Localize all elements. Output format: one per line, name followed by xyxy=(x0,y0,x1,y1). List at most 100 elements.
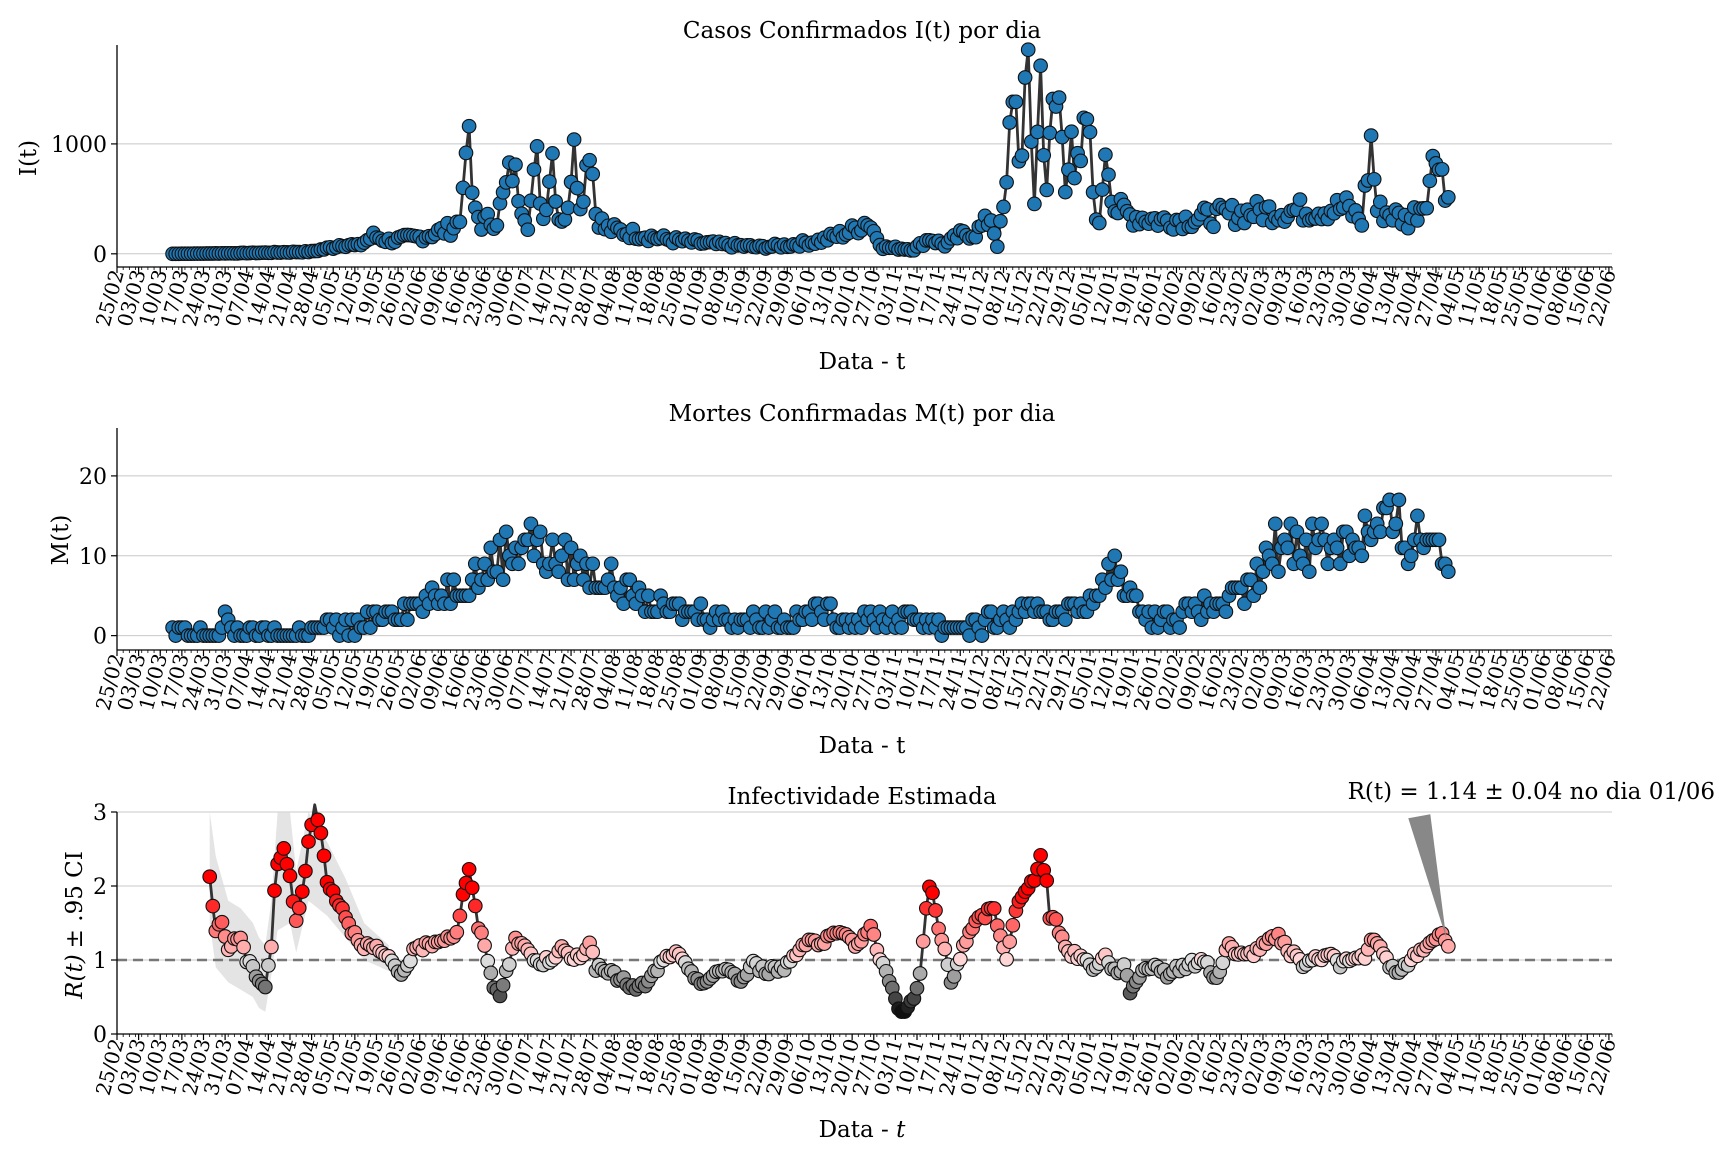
y-tick-label: 0 xyxy=(93,1023,107,1048)
y-tick-label: 2 xyxy=(93,875,107,900)
data-point xyxy=(1410,508,1425,524)
data-point xyxy=(362,620,378,635)
data-point xyxy=(474,925,489,941)
data-point xyxy=(467,898,483,914)
rt-x-axis: 25/0203/0310/0317/0324/0331/0307/0414/04… xyxy=(91,1033,1621,1098)
rt-annotation: R(t) = 1.14 ± 0.04 no dia 01/06 xyxy=(1348,779,1715,805)
data-point xyxy=(767,604,783,620)
data-point xyxy=(1391,492,1407,508)
y-tick-label: 20 xyxy=(79,465,107,490)
data-point xyxy=(1067,170,1082,186)
cases-series xyxy=(165,42,1456,262)
data-point xyxy=(1172,620,1187,635)
data-point xyxy=(1098,147,1113,163)
data-point xyxy=(545,532,560,548)
data-point xyxy=(461,588,477,604)
data-point xyxy=(1206,219,1221,235)
rt-x-axis-label-text: Data - xyxy=(819,1117,897,1143)
data-point xyxy=(257,979,273,995)
data-point xyxy=(823,596,838,612)
data-point xyxy=(1280,540,1296,556)
data-point xyxy=(946,969,962,984)
series-line xyxy=(208,803,1450,1014)
data-point xyxy=(400,612,415,628)
data-point xyxy=(554,548,570,564)
data-point xyxy=(1243,572,1258,588)
data-point xyxy=(1289,524,1305,540)
data-point xyxy=(1030,124,1045,140)
data-point xyxy=(1002,934,1018,950)
data-point xyxy=(1002,115,1018,130)
data-point xyxy=(261,958,276,973)
data-point xyxy=(1039,873,1055,888)
data-point xyxy=(1366,171,1382,187)
deaths-chart-title: Mortes Confirmadas M(t) por dia xyxy=(669,401,1056,427)
data-point xyxy=(1271,564,1286,580)
y-tick-label: 0 xyxy=(93,243,107,268)
data-point xyxy=(693,596,709,612)
data-point xyxy=(1128,588,1144,604)
rt-y-axis-label: R(t) ± .95 CI xyxy=(62,851,88,1000)
data-point xyxy=(585,556,601,572)
data-point xyxy=(866,927,882,942)
data-point xyxy=(582,152,597,168)
data-point xyxy=(202,869,218,885)
data-point xyxy=(464,880,480,896)
data-point xyxy=(1033,58,1048,74)
data-point xyxy=(446,572,462,588)
data-point xyxy=(986,226,1002,241)
data-point xyxy=(1101,167,1116,183)
cases-panel: Casos Confirmados I(t) por dia 0 1000 25/… xyxy=(16,18,1621,375)
data-point xyxy=(1252,580,1268,596)
data-point xyxy=(1014,148,1030,163)
data-point xyxy=(1354,218,1370,233)
data-point xyxy=(1422,173,1438,189)
data-point xyxy=(1057,612,1073,628)
data-point xyxy=(585,166,601,182)
data-point xyxy=(560,200,576,216)
rt-x-axis-label: Data - t xyxy=(819,1117,907,1143)
data-point xyxy=(603,556,619,572)
data-point xyxy=(1388,516,1404,532)
data-point xyxy=(276,841,292,856)
data-point xyxy=(529,139,545,154)
data-point xyxy=(1020,42,1036,58)
data-point xyxy=(1079,111,1095,127)
data-point xyxy=(1332,556,1348,572)
data-point xyxy=(461,861,477,877)
data-point xyxy=(501,957,517,972)
data-point xyxy=(1237,596,1252,612)
data-point xyxy=(511,193,526,209)
deaths-series xyxy=(165,492,1456,643)
data-point xyxy=(1033,847,1048,863)
data-point xyxy=(894,620,909,635)
data-point xyxy=(1094,182,1110,197)
data-point xyxy=(952,951,968,967)
rt-panel: Infectividade Estimada 0 1 2 3 25/0203/0310… xyxy=(62,779,1715,1143)
data-point xyxy=(1440,564,1456,580)
data-point xyxy=(313,825,329,841)
data-point xyxy=(1419,200,1435,216)
deaths-y-axis-label: M(t) xyxy=(48,515,74,566)
data-point xyxy=(1113,564,1129,580)
data-point xyxy=(1064,124,1079,140)
data-point xyxy=(520,222,536,238)
y-tick-label: 0 xyxy=(93,625,107,650)
data-point xyxy=(403,953,418,969)
data-point xyxy=(1403,548,1419,564)
cases-y-axis-label: I(t) xyxy=(16,140,42,176)
data-point xyxy=(214,914,230,930)
data-point xyxy=(1434,161,1450,177)
data-point xyxy=(1372,524,1388,540)
data-point xyxy=(288,913,304,929)
data-point xyxy=(483,965,499,981)
data-point xyxy=(999,951,1014,967)
data-point xyxy=(989,239,1005,255)
deaths-panel: Mortes Confirmadas M(t) por dia 0 10 20 25… xyxy=(48,401,1621,759)
data-point xyxy=(576,194,591,210)
data-point xyxy=(461,118,477,134)
data-point xyxy=(489,218,505,233)
data-point xyxy=(1005,917,1021,933)
data-point xyxy=(640,588,656,604)
